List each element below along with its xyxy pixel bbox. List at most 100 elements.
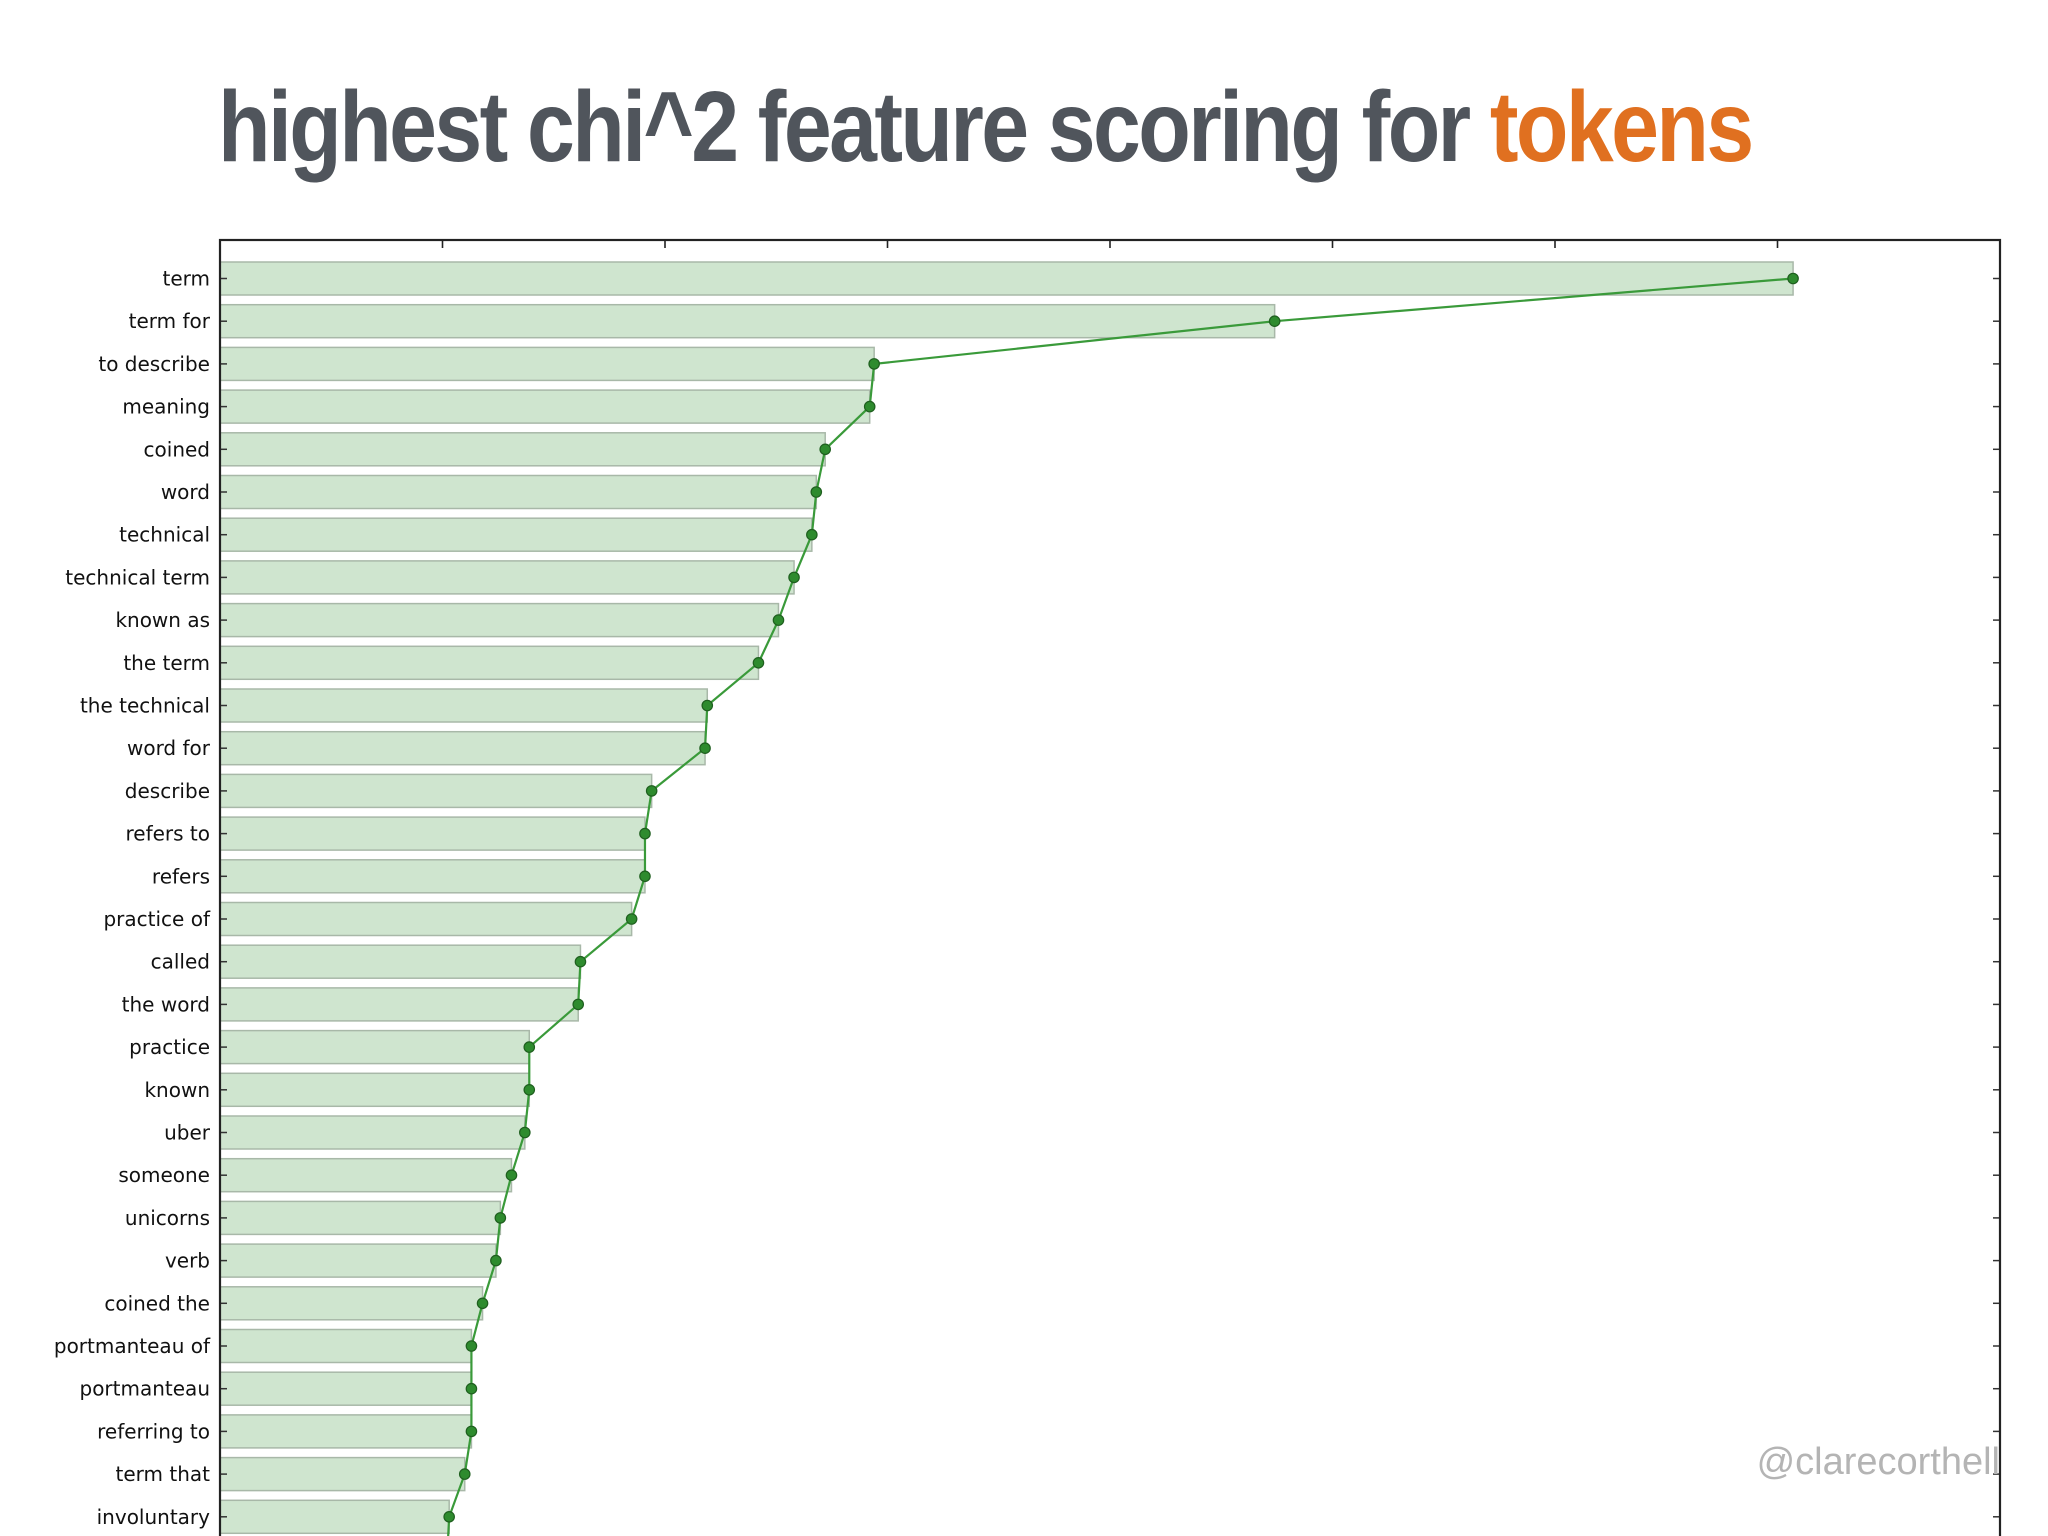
bar-13 (219, 816, 646, 851)
category-label-13: refers to (125, 822, 210, 846)
category-label-20: uber (164, 1121, 211, 1145)
watermark: @clarecorthell (1756, 1441, 2000, 1483)
category-label-21: someone (118, 1163, 210, 1187)
bar-15 (219, 901, 633, 937)
bar-4 (219, 432, 826, 467)
category-label-26: portmanteau (80, 1377, 211, 1401)
bar-22 (219, 1200, 502, 1236)
bar-17 (219, 987, 579, 1022)
point-1 (1268, 315, 1281, 327)
point-21 (505, 1169, 518, 1181)
bar-14 (219, 859, 646, 894)
point-24 (476, 1297, 489, 1310)
bar-6 (219, 517, 813, 552)
point-7 (788, 571, 800, 584)
category-label-5: word (161, 480, 210, 504)
point-5 (810, 486, 823, 498)
point-12 (645, 785, 658, 797)
category-label-22: unicorns (125, 1206, 210, 1230)
category-label-8: known as (115, 608, 210, 632)
bar-27 (219, 1414, 473, 1449)
bar-19 (219, 1072, 531, 1108)
category-label-2: to describe (98, 352, 210, 376)
category-label-14: refers (152, 864, 210, 888)
bar-26 (219, 1371, 473, 1406)
category-label-16: called (151, 950, 210, 974)
point-18 (523, 1041, 536, 1053)
slide-title-highlight: tokens (1489, 71, 1754, 183)
point-8 (772, 614, 785, 626)
category-label-0: term (163, 267, 211, 291)
point-29 (443, 1511, 455, 1523)
category-label-12: describe (125, 779, 210, 803)
bar-2 (219, 346, 875, 382)
point-11 (699, 742, 711, 754)
point-9 (752, 656, 765, 669)
category-label-3: meaning (122, 395, 210, 419)
bar-20 (219, 1115, 526, 1150)
point-10 (701, 699, 714, 712)
point-23 (490, 1254, 502, 1267)
bar-10 (219, 688, 709, 723)
point-25 (465, 1340, 478, 1352)
bar-29 (219, 1499, 450, 1535)
category-label-10: the technical (80, 694, 210, 718)
bar-9 (219, 645, 760, 681)
bar-1 (219, 303, 1276, 339)
category-label-15: practice of (103, 907, 210, 931)
bar-16 (219, 944, 582, 979)
point-0 (1787, 272, 1799, 285)
category-label-25: portmanteau of (54, 1334, 211, 1358)
bar-3 (219, 389, 871, 424)
series-line (447, 277, 1794, 1536)
bar-7 (219, 560, 795, 595)
category-label-4: coined (144, 437, 210, 461)
category-label-27: referring to (97, 1419, 210, 1443)
line-layer (443, 272, 1799, 1536)
point-2 (868, 358, 880, 370)
point-22 (494, 1212, 507, 1224)
category-label-9: the term (123, 651, 210, 675)
point-13 (639, 827, 651, 840)
bar-21 (219, 1157, 513, 1193)
category-label-17: the word (122, 992, 210, 1016)
point-3 (863, 400, 876, 413)
category-label-24: coined the (104, 1291, 210, 1315)
category-label-18: practice (129, 1035, 210, 1059)
category-label-28: term that (116, 1462, 211, 1486)
category-label-1: term for (129, 309, 211, 333)
point-6 (806, 528, 818, 541)
category-label-23: verb (165, 1249, 210, 1273)
bar-8 (219, 602, 780, 638)
bars-layer (219, 261, 1794, 1535)
point-26 (465, 1382, 478, 1395)
bar-28 (219, 1456, 466, 1492)
bar-23 (219, 1243, 497, 1278)
bar-11 (219, 730, 706, 766)
bar-5 (219, 474, 818, 510)
point-28 (458, 1468, 471, 1480)
bar-0 (219, 261, 1794, 296)
axes-layer (218, 238, 2002, 1536)
point-20 (519, 1126, 531, 1139)
labels-layer: term term for to describe meaning coined word… (54, 267, 211, 1529)
point-17 (572, 998, 585, 1011)
bar-12 (219, 773, 653, 809)
point-14 (639, 870, 651, 883)
slide-title: highest chi^2 feature scoring for tokens (218, 71, 1754, 183)
category-label-7: technical term (65, 565, 210, 589)
category-label-6: technical (119, 523, 210, 547)
point-16 (574, 955, 587, 968)
slide-title-prefix: highest chi^2 feature scoring for (218, 71, 1490, 183)
category-label-11: word for (127, 736, 211, 760)
point-15 (625, 913, 638, 925)
point-19 (523, 1084, 536, 1096)
point-27 (465, 1425, 478, 1438)
bar-24 (219, 1286, 484, 1321)
category-label-19: known (144, 1078, 210, 1102)
bar-18 (219, 1029, 531, 1065)
point-4 (819, 443, 831, 456)
category-label-29: involuntary (97, 1505, 211, 1529)
bar-25 (219, 1328, 473, 1364)
